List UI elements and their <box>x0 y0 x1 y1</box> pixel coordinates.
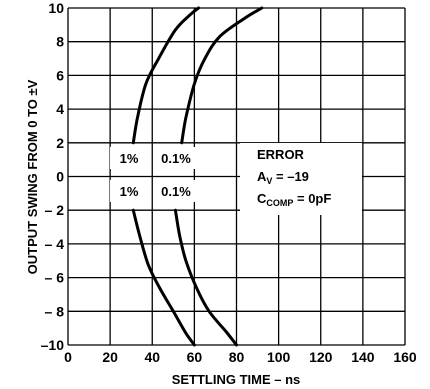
label-bg-01pct-upper <box>154 147 200 169</box>
x-tick-label: 140 <box>351 349 375 365</box>
y-tick-label: 10 <box>48 0 64 16</box>
chart-grid <box>67 7 406 346</box>
y-tick-label: 6 <box>56 67 64 83</box>
ccomp-label: CCOMP = 0pF <box>257 191 331 208</box>
x-tick-label: 40 <box>144 349 160 365</box>
y-tick-label: 8 <box>56 34 64 50</box>
x-tick-labels: 0 20 40 60 80 100 120 140 160 <box>64 349 417 365</box>
series-line-01pct <box>173 208 238 347</box>
y-tick-label: –10 <box>41 337 65 353</box>
chart-curves <box>131 6 264 347</box>
y-tick-label: – 8 <box>45 303 65 319</box>
label-01pct-lower: 0.1% <box>161 184 191 199</box>
x-tick-label: 120 <box>309 349 333 365</box>
curve-annotations: 1% 0.1% 1% 0.1% ERROR AV = –19 CCOMP = 0… <box>110 143 362 215</box>
y-tick-label: – 2 <box>45 202 65 218</box>
x-tick-label: 60 <box>187 349 203 365</box>
x-tick-label: 0 <box>64 349 72 365</box>
y-axis-label: OUTPUT SWING FROM 0 TO ±V <box>25 79 40 274</box>
series-line-01pct <box>180 6 264 145</box>
label-bg-1pct-upper <box>110 147 148 169</box>
x-tick-label: 160 <box>393 349 417 365</box>
label-1pct-lower: 1% <box>120 184 139 199</box>
series-line-1pct <box>131 6 201 145</box>
x-tick-label: 100 <box>267 349 291 365</box>
y-tick-label: 4 <box>56 101 64 117</box>
av-label: AV = –19 <box>257 169 309 186</box>
label-bg-01pct-lower <box>154 180 200 202</box>
error-title: ERROR <box>257 147 305 162</box>
x-tick-label: 20 <box>102 349 118 365</box>
y-tick-label: 0 <box>56 169 64 185</box>
y-tick-label: – 6 <box>45 270 65 286</box>
error-box-bg <box>240 143 362 215</box>
label-01pct-upper: 0.1% <box>161 151 191 166</box>
x-axis-label: SETTLING TIME – ns <box>172 372 301 387</box>
series-line-1pct <box>131 208 196 347</box>
label-bg-1pct-lower <box>110 180 148 202</box>
x-tick-label: 80 <box>229 349 245 365</box>
y-tick-label: 2 <box>56 135 64 151</box>
y-tick-labels: 10 8 6 4 2 0 – 2 – 4 – 6 – 8 –10 <box>41 0 65 353</box>
y-tick-label: – 4 <box>45 236 65 252</box>
label-1pct-upper: 1% <box>120 151 139 166</box>
